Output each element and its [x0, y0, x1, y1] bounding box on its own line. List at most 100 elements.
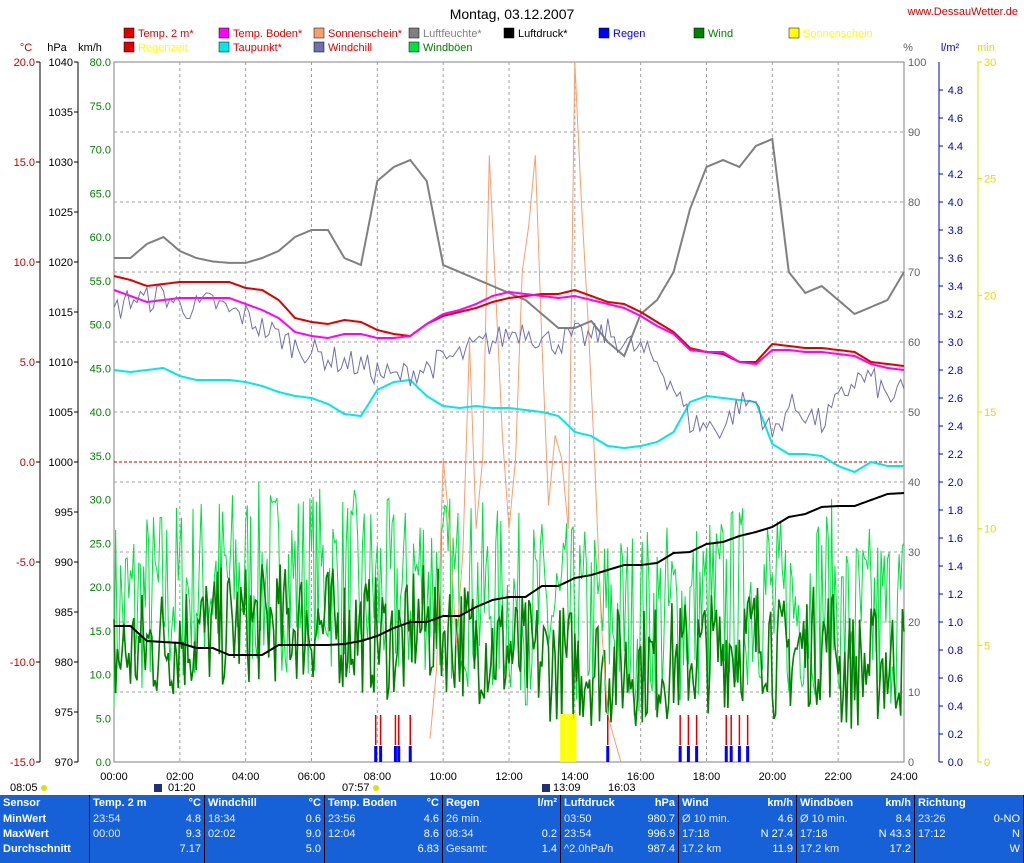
tick-label-time: 04:00 — [232, 771, 260, 783]
tick-label-rain: 2.8 — [948, 365, 963, 377]
stats-richtung-value: 0-NO — [993, 813, 1020, 825]
tick-label-wind: 30.0 — [90, 495, 111, 507]
stats-windboeen-row: 17.2 km 17.2 — [800, 842, 911, 857]
stats-temp2m-header: Temp. 2 m °C — [93, 795, 201, 812]
tick-label-rain: 0.6 — [948, 673, 963, 685]
tick-label-wind: 5.0 — [96, 713, 111, 725]
rain-bar — [397, 746, 401, 762]
tick-label-pressure: 970 — [55, 757, 73, 769]
stats-col-windboeen: Windböen km/h Ø 10 min. 8.4 17:18 N 43.3 17.2 … — [797, 795, 915, 863]
tick-label-pressure: 1020 — [49, 257, 73, 269]
tick-label-rain: 0.2 — [948, 729, 963, 741]
legend-label: Sonnenschein — [803, 28, 873, 40]
sunshine-bar — [563, 714, 567, 762]
stats-col-temp2m: Temp. 2 m °C 23:54 4.8 00:00 9.3 7.17 — [90, 795, 205, 863]
legend-label: Windchill — [328, 42, 372, 54]
tick-label-wind: 65.0 — [90, 188, 111, 200]
series-taupunkt — [113, 366, 904, 474]
rain-bar — [695, 746, 699, 762]
tick-label-rain: 0.0 — [948, 757, 963, 769]
legend-swatch — [123, 27, 135, 39]
stats-luftdruck-time: ^2.0hPa/h — [564, 843, 614, 855]
series-windboeen — [113, 481, 905, 716]
stats-richtung-value: N — [1012, 828, 1020, 840]
stats-temp2m-row: 7.17 — [93, 842, 201, 857]
tick-label-humidity: 90 — [908, 127, 920, 139]
stats-windboeen-unit: km/h — [885, 797, 911, 809]
chart-title: Montag, 03.12.2007 — [449, 6, 575, 22]
tick-label-humidity: 0 — [908, 757, 914, 769]
stats-col-sensor: Sensor MinWert MaxWert Durchschnitt — [0, 795, 90, 863]
stats-luftdruck-time: 03:50 — [564, 813, 592, 825]
tick-label-sun: 5 — [984, 640, 990, 652]
weather-chart: °C hPa km/h% l/m² min 20.0 15.0 10.0 5.0 0.0 -5.0 -… — [10, 27, 996, 794]
rain-bar — [746, 746, 750, 762]
stats-luftdruck-row: 23:54 996.9 — [564, 827, 675, 842]
stats-wind-value: 11.9 — [772, 843, 793, 855]
tick-label-wind: 55.0 — [90, 276, 111, 288]
tick-label-rain: 0.4 — [948, 701, 963, 713]
stats-wind-title: Wind — [682, 797, 709, 809]
tick-label-wind: 35.0 — [90, 451, 111, 463]
event-time-label: 16:03 — [608, 782, 636, 794]
site-link[interactable]: www.DessauWetter.de — [907, 6, 1018, 18]
axis-unit-wind: km/h — [78, 42, 102, 54]
legend-label: Temp. Boden* — [233, 28, 303, 40]
sunshine-bar — [560, 714, 564, 762]
tick-label-time: 14:00 — [561, 771, 589, 783]
stats-regen-value: 0.2 — [541, 828, 557, 840]
tick-label-time: 24:00 — [890, 771, 918, 783]
tick-label-pressure: 1000 — [49, 457, 73, 469]
tick-label-wind: 15.0 — [90, 626, 111, 638]
tick-label-time: 12:00 — [495, 771, 523, 783]
legend-swatch — [313, 41, 325, 53]
stats-windchill-title: Windchill — [208, 797, 257, 809]
tick-label-pressure: 1025 — [49, 207, 73, 219]
series-temp-2m — [113, 275, 905, 367]
tick-label-pressure: 980 — [55, 657, 73, 669]
legend-swatch — [218, 41, 230, 53]
stats-windchill-header: Windchill °C — [208, 795, 321, 812]
tick-label-rain: 4.6 — [948, 113, 963, 125]
stats-luftdruck-unit: hPa — [654, 797, 675, 809]
stats-wind-row: 17:18 N 27.4 — [682, 827, 793, 842]
event-time-label: 13:09 — [553, 782, 581, 794]
tick-label-rain: 3.6 — [948, 253, 963, 265]
stats-windchill-row: 5.0 — [208, 842, 321, 857]
stats-windchill-time: 02:02 — [208, 828, 236, 840]
axis-unit-pressure: hPa — [47, 42, 67, 54]
stats-wind-time: Ø 10 min. — [682, 813, 730, 825]
tick-label-rain: 4.4 — [948, 141, 963, 153]
tick-label-rain: 2.4 — [948, 421, 963, 433]
event-time-label: 01:20 — [168, 782, 196, 794]
stats-tempboden-value: 8.6 — [423, 828, 439, 840]
tick-label-time: 10:00 — [429, 771, 457, 783]
stats-windboeen-value: 8.4 — [895, 813, 911, 825]
stats-windchill-row: 18:34 0.6 — [208, 812, 321, 827]
stats-row-max-label: MaxWert — [3, 828, 49, 840]
stats-wind-header: Wind km/h — [682, 795, 793, 812]
tick-label-time: 18:00 — [693, 771, 721, 783]
tick-label-rain: 1.8 — [948, 505, 963, 517]
sunshine-bar — [566, 714, 570, 762]
stats-tempboden-row: 23:56 4.6 — [328, 812, 439, 827]
axis-unit-humidity: % — [903, 42, 913, 54]
tick-label-wind: 20.0 — [90, 582, 111, 594]
tick-label-rain: 3.8 — [948, 225, 963, 237]
stats-row-avg-label: Durchschnitt — [3, 843, 71, 855]
legend-label: Temp. 2 m* — [138, 28, 194, 40]
legend-label: Wind — [708, 28, 733, 40]
tick-label-humidity: 50 — [908, 407, 920, 419]
tick-label-rain: 1.2 — [948, 589, 963, 601]
tick-label-pressure: 995 — [55, 507, 73, 519]
stats-windboeen-time: Ø 10 min. — [800, 813, 848, 825]
stats-regen-row: 26 min. — [446, 812, 557, 827]
tick-label-rain: 2.0 — [948, 477, 963, 489]
tick-label-wind: 60.0 — [90, 232, 111, 244]
rain-bar — [737, 746, 741, 762]
axis-unit-sun: min — [977, 42, 995, 54]
tick-label-time: 00:00 — [100, 771, 128, 783]
tick-label-wind: 25.0 — [90, 538, 111, 550]
stats-regen-value: 1.4 — [541, 843, 557, 855]
stats-richtung-time: 17:12 — [918, 828, 946, 840]
